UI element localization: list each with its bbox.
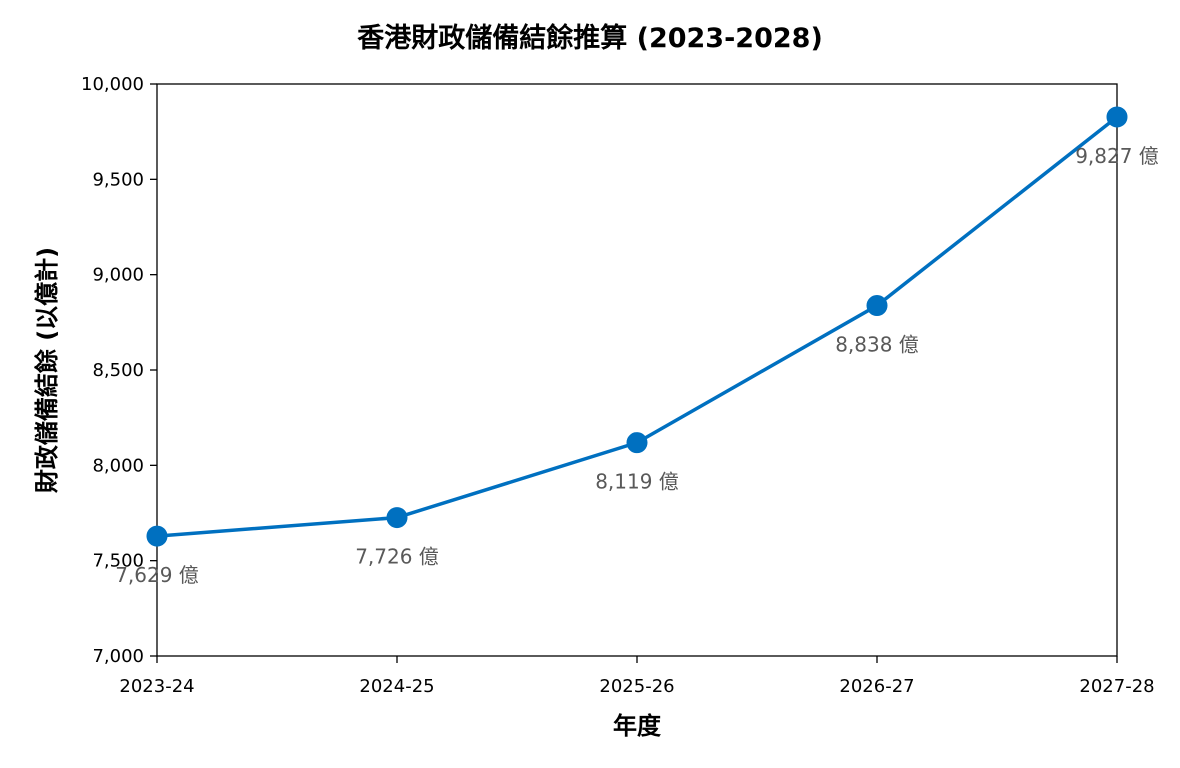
x-tick-label: 2023-24 — [119, 676, 194, 697]
plot-area-border — [156, 83, 1118, 657]
data-label: 7,726 億 — [355, 545, 439, 569]
x-tick-label: 2027-28 — [1079, 676, 1154, 697]
data-label: 7,629 億 — [115, 563, 199, 587]
data-label-group: 7,629 億 7,726 億 8,119 億 8,838 億 9,827 億 — [115, 144, 1159, 587]
data-point-marker — [626, 432, 648, 454]
chart-title: 香港財政儲備結餘推算 (2023-2028) — [357, 22, 823, 54]
y-tick-label: 8,000 — [92, 455, 144, 476]
data-label: 8,119 億 — [595, 470, 679, 494]
data-point-marker — [866, 295, 888, 317]
data-point-marker — [146, 525, 168, 547]
data-label: 8,838 億 — [835, 333, 919, 357]
series-line-group — [146, 106, 1128, 547]
x-tick-label: 2024-25 — [359, 676, 434, 697]
y-tick-label: 7,000 — [92, 646, 144, 667]
data-point-marker — [386, 507, 408, 529]
y-tick-label: 9,000 — [92, 265, 144, 286]
y-tick-label: 7,500 — [92, 551, 144, 572]
data-label: 9,827 億 — [1075, 144, 1159, 168]
x-axis-ticks: 2023-24 2024-25 2025-26 2026-27 2027-28 — [119, 656, 1155, 697]
y-tick-label: 9,500 — [92, 169, 144, 190]
y-axis-title: 財政儲備結餘 (以億計) — [33, 247, 61, 493]
data-point-marker — [1106, 106, 1128, 128]
plot-frame — [156, 83, 1118, 657]
x-tick-label: 2026-27 — [839, 676, 914, 697]
x-tick-label: 2025-26 — [599, 676, 674, 697]
y-tick-label: 8,500 — [92, 360, 144, 381]
y-axis-ticks: 7,000 7,500 8,000 8,500 9,000 9,500 10,000 — [81, 74, 157, 667]
x-axis-title: 年度 — [613, 712, 662, 740]
y-tick-label: 10,000 — [81, 74, 144, 95]
